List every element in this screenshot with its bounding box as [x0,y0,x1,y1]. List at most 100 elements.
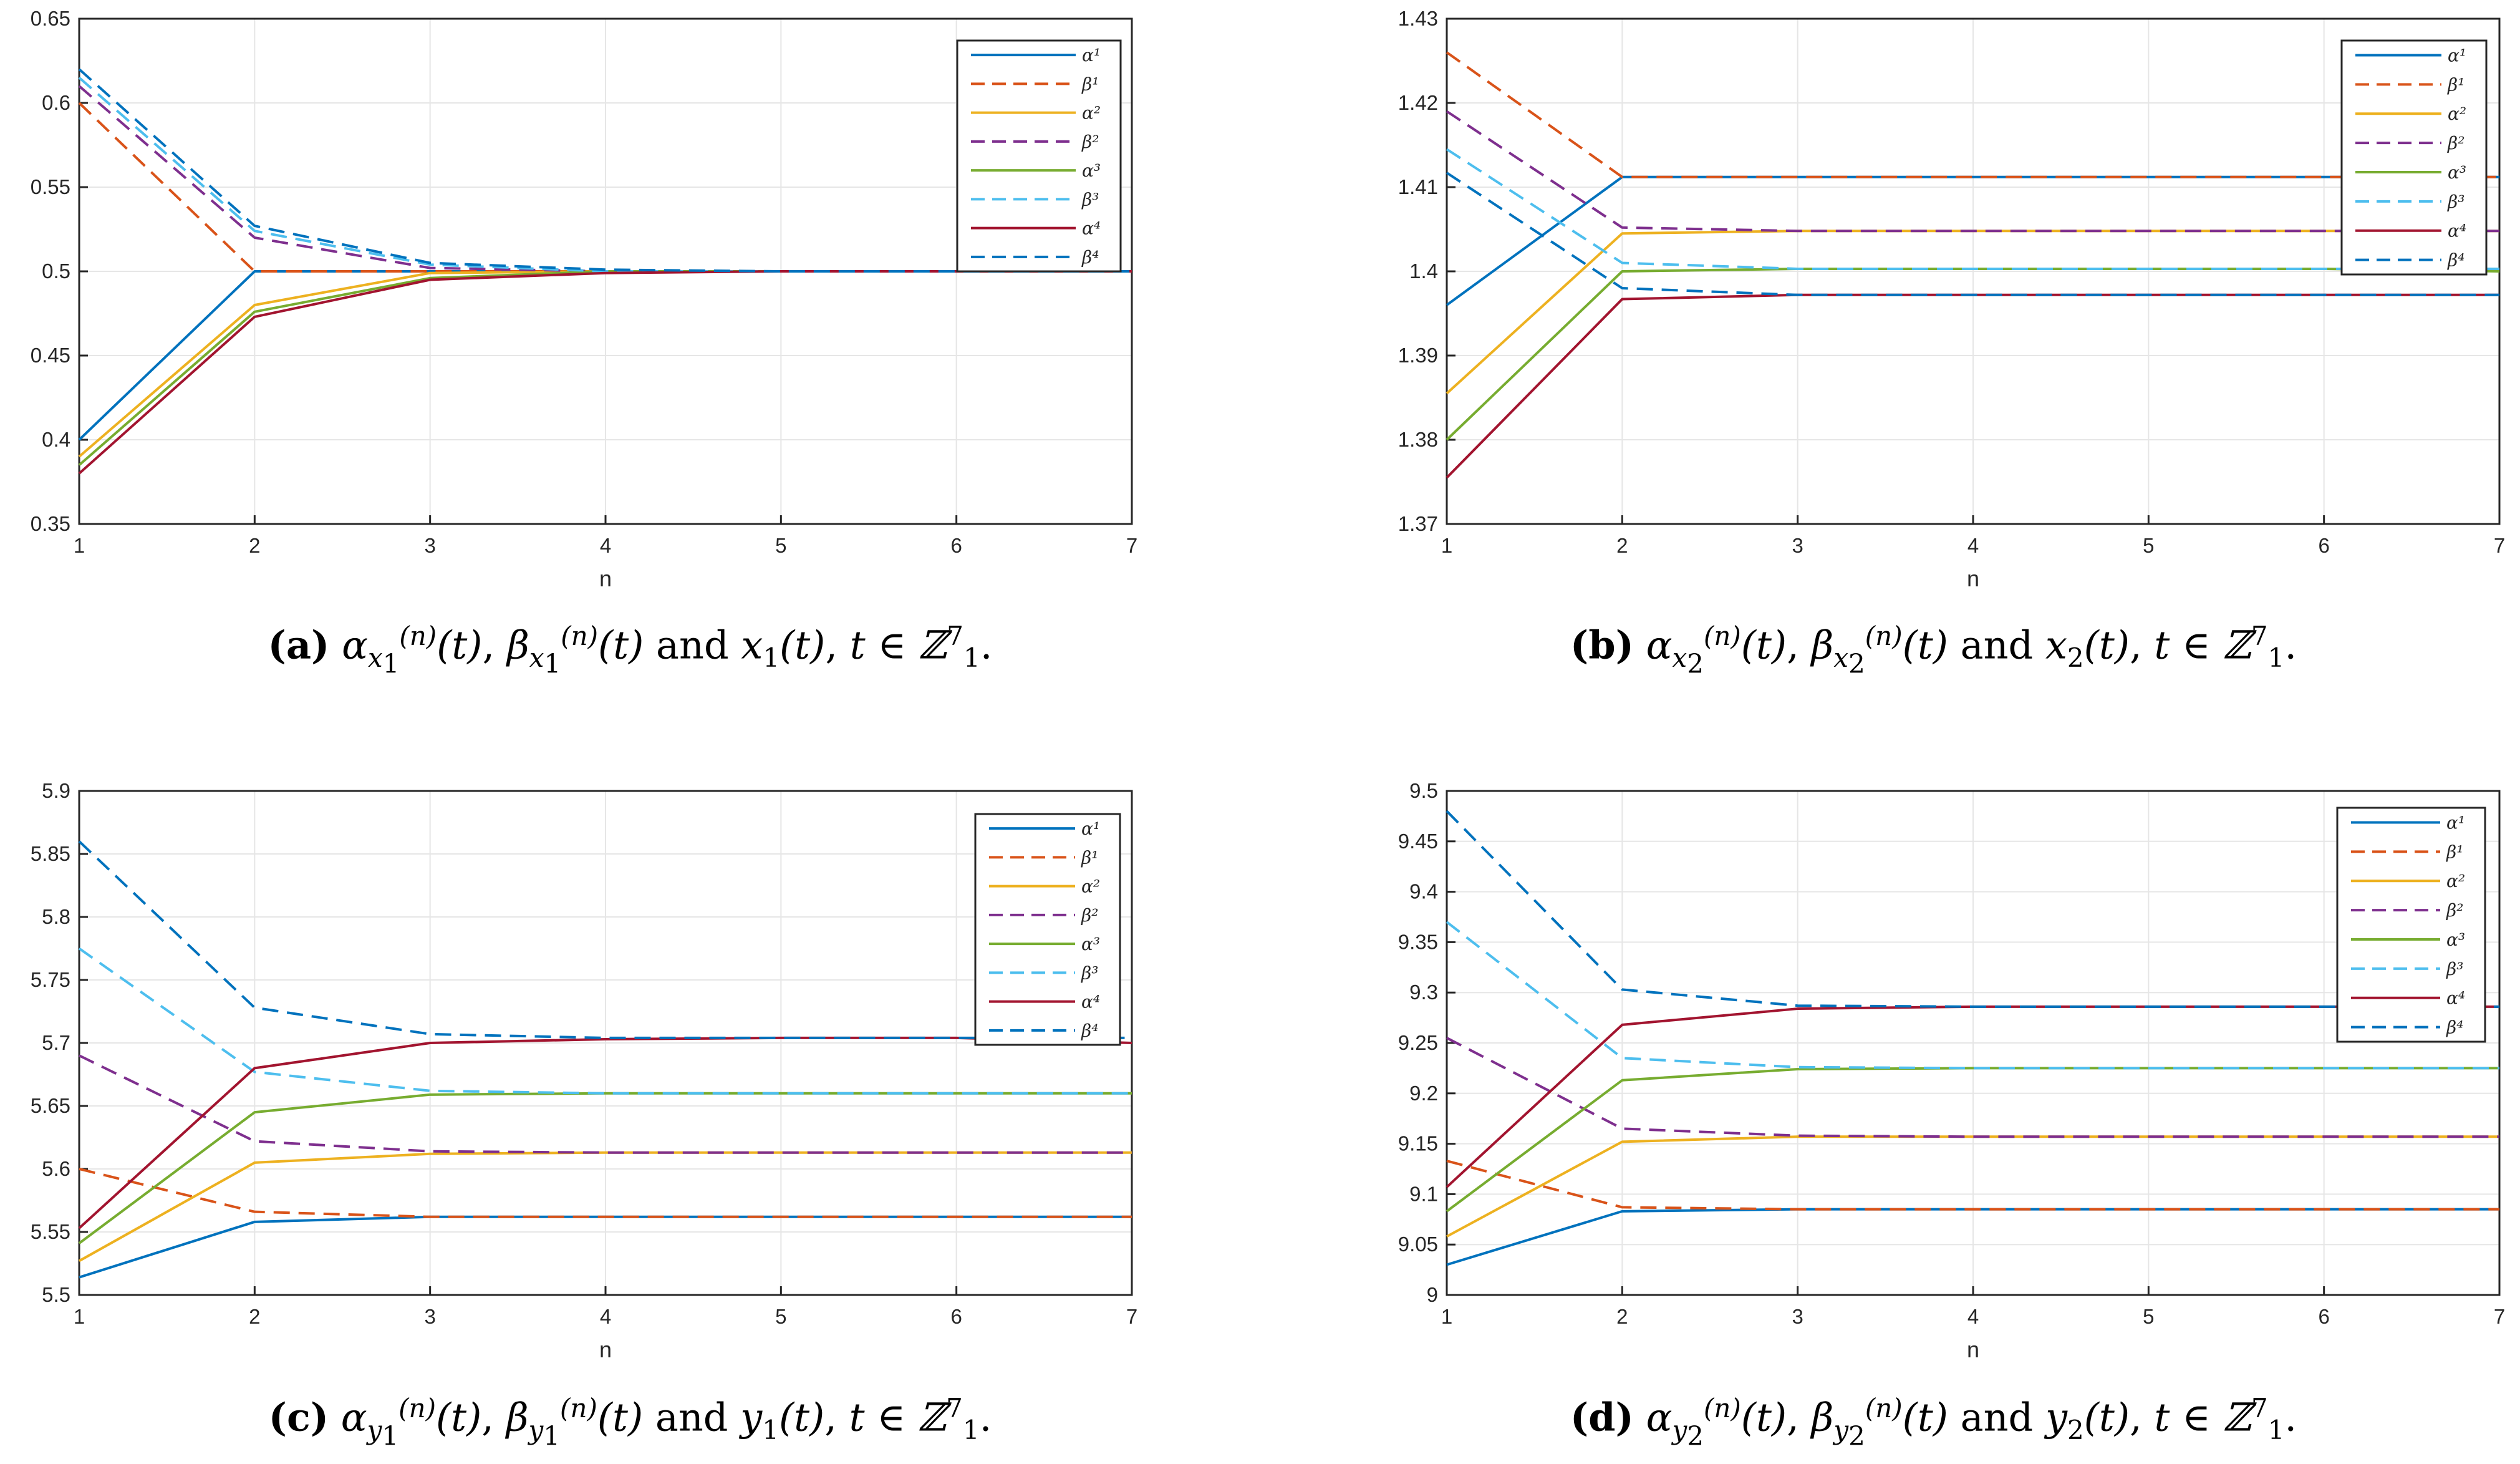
x-tick-label: 1 [1441,534,1452,557]
x-axis-label: n [1967,566,1979,591]
caption-a: (a) αx1(n)(t), βx1(n)(t) and x1(t), t ∈ … [268,621,993,679]
series-line-2 [1446,1160,2499,1211]
legend-label-7: α⁴ [1082,218,1101,239]
y-tick-label: 0.6 [42,91,70,114]
series-line-7 [78,1036,1132,1229]
x-tick-label: 3 [1792,1305,1803,1328]
x-tick-label: 4 [600,534,611,557]
y-tick-label: 9.45 [1398,830,1438,853]
legend-label-1: α¹ [2448,45,2466,65]
series-line-8 [78,68,1132,273]
y-tick-label: 0.55 [31,175,70,198]
x-tick-label: 2 [1616,534,1628,557]
series-line-4 [1446,110,2499,233]
y-tick-label: 0.4 [42,428,70,451]
legend-label-7: α⁴ [1081,992,1100,1012]
legend-label-3: α² [1081,876,1100,897]
caption-c: (c) αy1(n)(t), βy1(n)(t) and y1(t), t ∈ … [268,1393,992,1452]
series-line-4 [1446,1037,2499,1138]
legend-label-8: β⁴ [1081,1020,1098,1041]
series-line-8 [1446,810,2499,1008]
x-tick-label: 5 [2143,1305,2154,1328]
legend-label-6: β³ [1081,962,1098,983]
y-tick-label: 0.35 [31,512,70,535]
y-tick-label: 5.6 [42,1157,70,1180]
legend-label-5: α³ [1082,160,1101,181]
y-tick-label: 1.41 [1398,175,1438,198]
y-tick-label: 0.65 [31,7,70,30]
series-line-8 [1446,172,2499,296]
y-tick-label: 5.75 [31,968,70,991]
legend-label-4: β² [2446,900,2463,921]
y-tick-label: 5.8 [42,905,70,928]
y-tick-label: 9.3 [1409,981,1438,1004]
y-tick-label: 1.39 [1398,344,1438,367]
x-tick-label: 5 [775,1305,786,1328]
y-tick-label: 1.37 [1398,512,1438,535]
legend: α¹ β¹ α² β² α³ β³ α⁴ β⁴ [974,813,1121,1046]
x-tick-label: 4 [600,1305,611,1328]
y-tick-label: 1.38 [1398,428,1438,451]
caption-b: (b) αx2(n)(t), βx2(n)(t) and x2(t), t ∈ … [1570,621,2297,679]
y-tick-label: 5.7 [42,1031,70,1054]
y-tick-label: 1.4 [1409,259,1438,283]
x-tick-label: 1 [74,1305,85,1328]
x-tick-label: 4 [1967,534,1979,557]
chart-d: 1 2 3 4 5 6 7 9 9.05 9.1 9.15 9.2 9.25 9.3 9.35 9.4 9.45… [1398,779,2505,1362]
x-tick-label: 3 [424,534,435,557]
y-tick-label: 9.2 [1409,1082,1438,1105]
x-tick-label: 7 [1126,534,1137,557]
y-tick-label: 9.1 [1409,1182,1438,1205]
y-tick-label: 9 [1427,1283,1438,1306]
legend-label-2: β¹ [2446,841,2463,862]
legend-label-4: β² [1081,132,1099,152]
x-tick-label: 2 [1616,1305,1628,1328]
legend-label-5: α³ [2448,162,2466,183]
y-tick-label: 5.85 [31,842,70,865]
chart-a: 1 2 3 4 5 6 7 0.35 0.4 0.45 0.5 0.55 0.6 0.65 n α¹ β¹ α² β… [31,7,1137,591]
legend-label-3: α² [2448,104,2466,124]
legend: α¹ β¹ α² β² α³ β³ α⁴ β⁴ [956,39,1122,273]
y-tick-label: 0.5 [42,259,70,283]
legend-label-1: α¹ [1081,818,1100,839]
legend-box [2340,39,2488,276]
x-tick-label: 4 [1967,1305,1979,1328]
series-line-2 [79,1168,1132,1218]
legend-label-6: β³ [1081,189,1099,210]
chart-b: 1 2 3 4 5 6 71.371.381.391.41.411.421.43nα¹β¹α… [1398,7,2505,591]
x-tick-label: 5 [2143,534,2154,557]
legend-label-4: β² [2447,133,2464,153]
legend-label-2: β¹ [1081,74,1099,94]
series-line-3 [79,1151,1132,1263]
legend: α¹ β¹ α² β² α³ β³ α⁴ β⁴ [2336,807,2486,1043]
y-tick-label: 1.42 [1398,91,1438,114]
x-tick-label: 7 [1126,1305,1137,1328]
y-tick-label: 0.45 [31,344,70,367]
legend-box [974,813,1121,1046]
x-tick-label: 6 [950,534,962,557]
legend-label-8: β⁴ [2446,1017,2463,1038]
caption-d: (d) αy2(n)(t), βy2(n)(t) and y2(t), t ∈ … [1570,1393,2297,1452]
legend-label-1: α¹ [1082,45,1101,65]
chart-c: 1 2 3 4 5 6 7 5.5 5.55 5.6 5.65 5.7 5.75 5.8 5.85 5.9 n α… [31,779,1137,1362]
series-line-6 [78,947,1132,1095]
x-tick-label: 1 [74,534,85,557]
x-tick-label: 6 [950,1305,962,1328]
y-tick-label: 9.15 [1398,1132,1438,1155]
y-tick-label: 5.65 [31,1094,70,1117]
legend-label-3: α² [1082,103,1101,124]
legend-label-1: α¹ [2446,812,2465,833]
x-axis-label: n [1967,1337,1979,1362]
legend-label-7: α⁴ [2446,988,2465,1009]
series-line-6 [1446,921,2499,1070]
series-line-2 [1446,51,2499,178]
x-axis-label: n [599,1337,612,1362]
y-tick-label: 1.43 [1398,7,1438,30]
legend-label-7: α⁴ [2448,221,2466,241]
legend-label-8: β⁴ [2447,250,2464,271]
y-tick-label: 5.9 [42,779,70,802]
legend-label-6: β³ [2446,959,2463,979]
series-line-6 [1446,148,2499,270]
series-line-5 [78,1092,1132,1244]
